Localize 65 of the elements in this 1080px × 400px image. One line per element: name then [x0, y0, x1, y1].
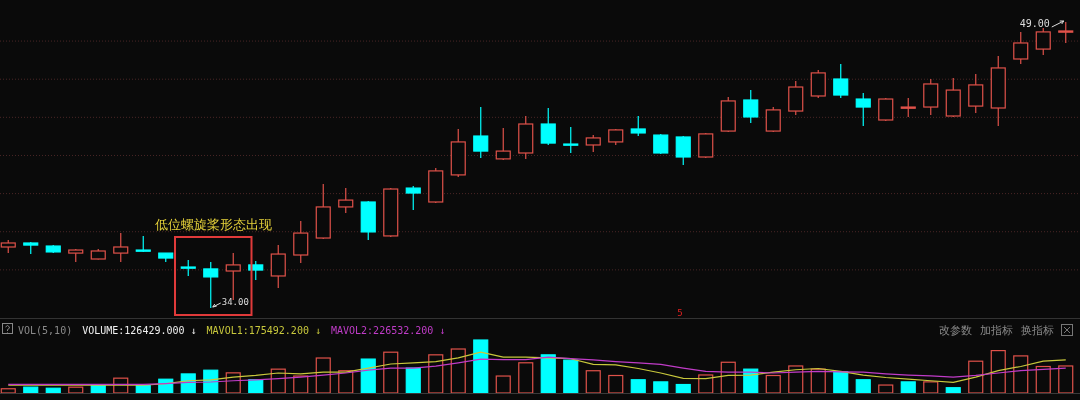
- candlestick: [540, 107, 556, 146]
- text: VOLUME:126429.000 ↓: [82, 324, 197, 336]
- annotation: 低位螺旋桨形态出现: [154, 217, 272, 232]
- candlestick: [405, 185, 421, 211]
- bar: [1013, 355, 1029, 394]
- candlestick: [630, 115, 646, 137]
- bar: [293, 375, 309, 394]
- candlestick: [765, 106, 781, 133]
- candlestick: [833, 63, 849, 99]
- bar: [495, 375, 511, 394]
- candlestick: [1035, 27, 1051, 56]
- bar: [518, 362, 534, 394]
- bar: [315, 357, 331, 394]
- chart-title: VOL(5,10): [18, 324, 73, 336]
- bar: [428, 354, 444, 394]
- bar: [990, 350, 1006, 394]
- candlestick: [743, 89, 759, 124]
- bar: [0, 388, 16, 394]
- text: 换指标: [1021, 324, 1054, 337]
- candlestick: [293, 220, 309, 264]
- bar: [653, 381, 669, 394]
- bar: [405, 367, 421, 394]
- bar: [563, 359, 579, 394]
- candlestick: [878, 97, 894, 122]
- candlestick: [855, 92, 871, 127]
- bar: [608, 374, 624, 394]
- candlestick: [473, 106, 489, 159]
- bar: [833, 371, 849, 394]
- annotation: 34.00: [221, 297, 249, 307]
- annotation: 5: [677, 308, 683, 318]
- bar: [1058, 365, 1074, 394]
- candlestick: [338, 187, 354, 214]
- bar: [855, 379, 871, 394]
- candlestick: [810, 69, 826, 99]
- bar: [450, 348, 466, 394]
- annotation: 49.00: [1019, 18, 1050, 29]
- bar: [878, 384, 894, 394]
- bar: [630, 379, 646, 394]
- bar: [810, 368, 826, 394]
- candlestick: [563, 126, 579, 154]
- text: MAVOL1:175492.200 ↓: [206, 324, 321, 336]
- bar: [765, 374, 781, 394]
- candlestick: [270, 244, 286, 289]
- candlestick: [900, 97, 916, 118]
- text: 改参数: [939, 324, 972, 337]
- bar: [473, 339, 489, 394]
- text: 加指标: [980, 324, 1013, 337]
- bar: [1035, 365, 1051, 394]
- bar: [585, 370, 601, 394]
- bar: [675, 383, 691, 394]
- bar: [360, 358, 376, 394]
- candlestick: [675, 135, 691, 166]
- candlestick: [1013, 31, 1029, 65]
- candlestick: [495, 127, 511, 161]
- bar: [945, 387, 961, 394]
- bar: [923, 381, 939, 394]
- bar: [540, 354, 556, 394]
- candlestick: [698, 132, 714, 159]
- candlestick: [113, 232, 129, 263]
- bar: [698, 374, 714, 394]
- text: MAVOL2:226532.200 ↓: [330, 324, 446, 336]
- bar: [900, 381, 916, 394]
- candlestick: [923, 78, 939, 116]
- candlestick: [968, 73, 984, 114]
- bar: [383, 351, 399, 394]
